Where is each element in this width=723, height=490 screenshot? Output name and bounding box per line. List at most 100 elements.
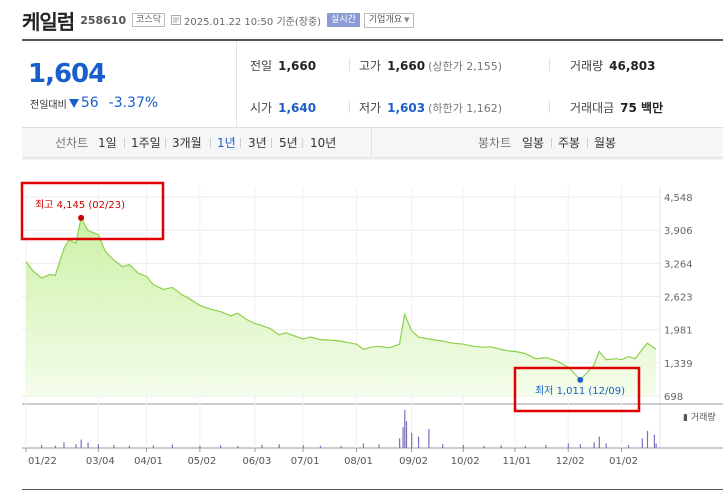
- line-chart-title: 선차트: [55, 136, 89, 150]
- y-tick-label: 3,264: [664, 259, 693, 270]
- volume-bar: [442, 444, 444, 448]
- volume-bar: [319, 445, 322, 448]
- high-annotation: 최고 4,145 (02/23): [35, 199, 125, 211]
- volume-bar: [362, 443, 365, 448]
- change-label: 전일대비: [30, 99, 67, 111]
- volume-bar: [567, 443, 569, 448]
- y-tick-label: 1,339: [664, 359, 693, 370]
- volume-bar: [524, 445, 526, 448]
- volume-bar: [579, 444, 581, 448]
- volume-bar: [605, 443, 607, 448]
- period-selector-bar: 선차트 1일 1주일 3개월 1년 3년 5년 10년 봉차트 일봉 주봉 월봉: [22, 128, 723, 158]
- volume-bar: [399, 438, 401, 448]
- volume-bar: [340, 446, 342, 448]
- volume-bar: [54, 445, 56, 448]
- period-1d[interactable]: 1일: [98, 136, 117, 150]
- stat-high: 고가 1,660 (상한가 2,155): [359, 58, 502, 74]
- price-chart[interactable]: ▮ 거래량 4,548 3,906 3,264 2,623 1,981 1,339 698 0…: [0, 158, 723, 486]
- period-10y[interactable]: 10년: [310, 136, 337, 150]
- stat-low: 저가 1,603 (하한가 1,162): [359, 100, 502, 116]
- volume-bar: [302, 445, 304, 448]
- down-arrow-icon: [68, 98, 79, 108]
- x-tick-label: 01/02: [609, 456, 638, 467]
- y-tick-label: 1,981: [664, 326, 693, 337]
- candle-chart-title: 봉차트: [478, 136, 512, 150]
- volume-bar: [378, 444, 380, 448]
- stat-prev-close: 전일 1,660: [250, 58, 317, 74]
- change-percent: -3.37%: [108, 95, 159, 111]
- x-tick-label: 04/01: [134, 456, 163, 467]
- x-tick-label: 12/02: [556, 456, 585, 467]
- datetime-text: 2025.01.22 10:50 기준(장중): [183, 16, 322, 28]
- change-amount: 56: [80, 95, 99, 111]
- change-row: 전일대비 56 -3.37%: [30, 95, 158, 111]
- volume-bar: [171, 444, 174, 448]
- volume-bar: [404, 410, 406, 448]
- y-tick-label: 698: [664, 392, 683, 403]
- volume-bar: [402, 427, 404, 448]
- chevron-down-icon: ▼: [404, 15, 410, 24]
- volume-bar: [113, 444, 115, 448]
- low-point-marker: [577, 376, 584, 383]
- y-tick-label: 2,623: [664, 293, 693, 304]
- volume-bar: [261, 444, 263, 448]
- x-tick-label: 03/04: [86, 456, 115, 467]
- x-tick-label: 09/02: [399, 456, 428, 467]
- x-tick-label: 10/02: [451, 456, 480, 467]
- x-tick-label: 11/01: [502, 456, 531, 467]
- volume-bar: [80, 439, 82, 448]
- volume-bar: [646, 430, 649, 448]
- clock-icon: [170, 15, 181, 25]
- stat-open: 시가 1,640: [250, 100, 317, 116]
- volume-bar: [655, 443, 657, 448]
- price-area-fill: [26, 217, 656, 396]
- candle-daily[interactable]: 일봉: [522, 136, 545, 150]
- volume-bar: [483, 445, 485, 448]
- volume-bar: [97, 444, 99, 448]
- x-tick-label: 08/01: [344, 456, 373, 467]
- volume-bar: [199, 445, 201, 448]
- period-5y[interactable]: 5년: [279, 136, 298, 150]
- price-summary: 1,604 전일대비 56 -3.37% 전일 1,660 고가 1,660 (상한가…: [22, 39, 723, 128]
- volume-bar: [411, 432, 413, 448]
- price-series-line: [25, 216, 657, 381]
- high-point-marker: [78, 214, 85, 221]
- volume-bar: [500, 445, 502, 448]
- candle-weekly[interactable]: 주봉: [558, 136, 581, 150]
- stat-volume: 거래량 46,803: [570, 58, 656, 74]
- company-overview-button[interactable]: 기업개요 ▼: [363, 12, 415, 28]
- period-3y[interactable]: 3년: [248, 136, 267, 150]
- volume-bar: [593, 442, 595, 448]
- candle-monthly[interactable]: 월봉: [594, 136, 617, 150]
- volume-label: ▮ 거래량: [683, 411, 716, 423]
- volume-bar: [641, 438, 643, 448]
- volume-bar: [428, 429, 430, 448]
- x-tick-label: 06/03: [243, 456, 272, 467]
- stock-name: 케일럼: [22, 9, 75, 34]
- volume-bar: [462, 444, 464, 448]
- period-1w[interactable]: 1주일: [131, 136, 161, 150]
- low-highlight-box: [513, 366, 641, 413]
- period-1y[interactable]: 1년: [217, 136, 236, 150]
- volume-bar: [128, 445, 130, 448]
- x-tick-label: 01/22: [28, 456, 57, 467]
- volume-bar: [598, 436, 600, 448]
- stock-header: 케일럼 258610 코스닥 2025.01.22 10:50 기준(장중) 실…: [22, 6, 415, 34]
- volume-bar: [152, 445, 155, 448]
- volume-bar: [653, 434, 655, 448]
- volume-bar: [627, 444, 630, 448]
- current-price: 1,604: [28, 59, 106, 89]
- period-3m[interactable]: 3개월: [172, 136, 202, 150]
- stat-trade-value: 거래대금 75 백만: [570, 101, 664, 115]
- volume-bar: [405, 421, 408, 448]
- volume-bar: [75, 444, 77, 448]
- volume-bar: [417, 436, 420, 448]
- x-tick-label: 05/02: [187, 456, 216, 467]
- x-tick-label: 07/01: [291, 456, 320, 467]
- realtime-button[interactable]: 실시간: [327, 13, 360, 27]
- volume-bar: [63, 442, 65, 448]
- y-tick-label: 3,906: [664, 226, 693, 237]
- stock-code: 258610: [80, 13, 127, 27]
- volume-bar: [87, 442, 89, 448]
- volume-bar: [237, 446, 239, 448]
